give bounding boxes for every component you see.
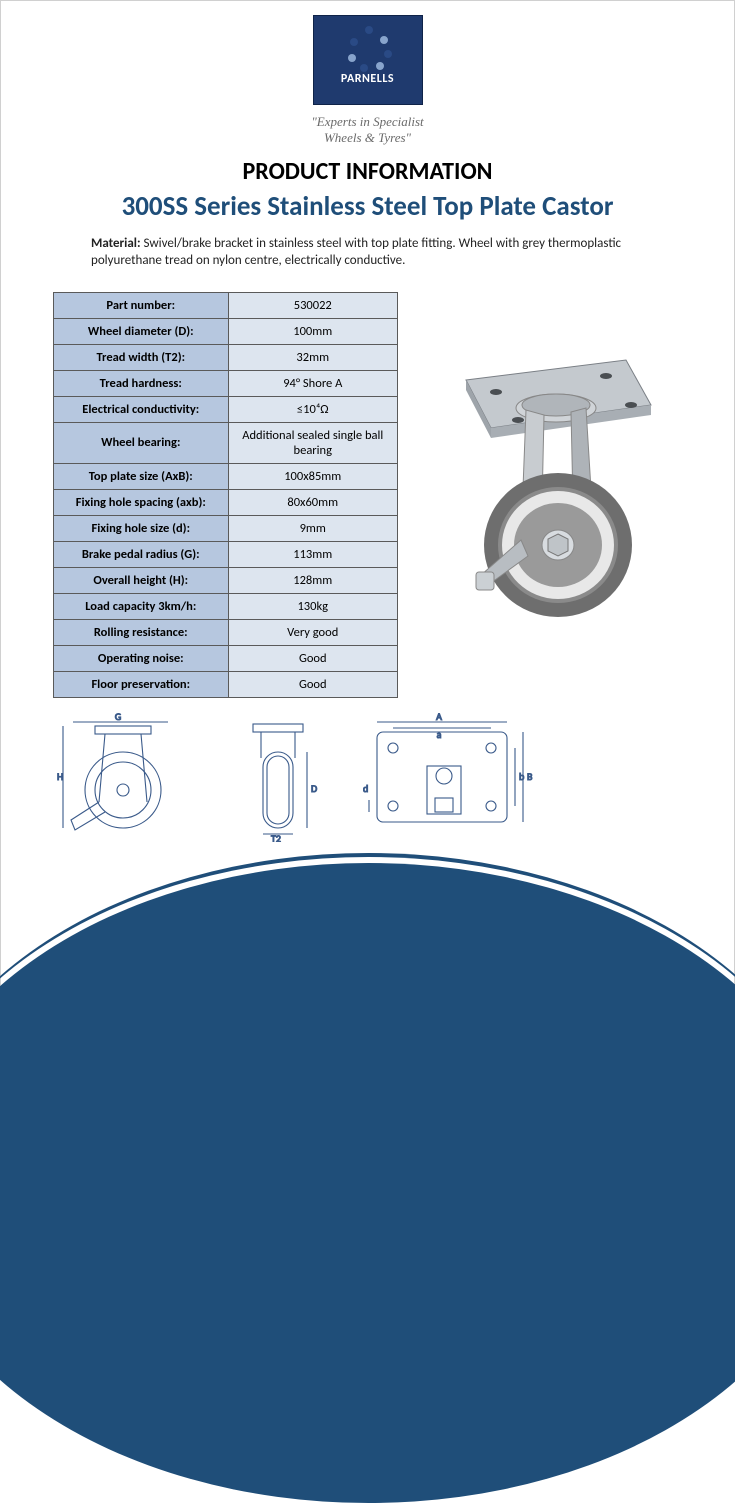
svg-text:G: G [115, 712, 121, 723]
svg-text:A: A [436, 712, 442, 723]
product-photo [398, 292, 694, 698]
table-row: Operating noise:Good [54, 645, 398, 671]
footer-arc [0, 863, 735, 1503]
spec-key: Fixing hole size (d): [54, 515, 229, 541]
diagram-front: D T2 [233, 712, 323, 842]
spec-value: 530022 [228, 292, 397, 318]
table-row: Wheel diameter (D):100mm [54, 318, 398, 344]
table-row: Fixing hole size (d):9mm [54, 515, 398, 541]
material-description: Material: Swivel/brake bracket in stainl… [91, 235, 644, 270]
table-row: Fixing hole spacing (axb):80x60mm [54, 489, 398, 515]
spec-value: ≤10⁴Ω [228, 396, 397, 422]
spec-key: Top plate size (AxB): [54, 463, 229, 489]
section-title: PRODUCT INFORMATION [1, 157, 734, 186]
svg-text:D: D [311, 782, 317, 795]
spec-key: Overall height (H): [54, 567, 229, 593]
table-row: Wheel bearing:Additional sealed single b… [54, 422, 398, 463]
spec-key: Operating noise: [54, 645, 229, 671]
spec-key: Fixing hole spacing (axb): [54, 489, 229, 515]
spec-value: Good [228, 671, 397, 697]
spec-key: Rolling resistance: [54, 619, 229, 645]
product-title: 300SS Series Stainless Steel Top Plate C… [1, 190, 734, 223]
spec-value: 9mm [228, 515, 397, 541]
table-row: Tread width (T2):32mm [54, 344, 398, 370]
table-row: Electrical conductivity:≤10⁴Ω [54, 396, 398, 422]
diagram-top: A a b B d [363, 712, 533, 842]
technical-diagrams: G H D T2 A a b B d [1, 712, 734, 842]
spec-key: Brake pedal radius (G): [54, 541, 229, 567]
svg-text:T2: T2 [271, 832, 281, 842]
spec-key: Wheel diameter (D): [54, 318, 229, 344]
table-row: Rolling resistance:Very good [54, 619, 398, 645]
spec-value: Very good [228, 619, 397, 645]
spec-key: Tread width (T2): [54, 344, 229, 370]
brand-tagline: "Experts in Specialist Wheels & Tyres" [1, 114, 734, 147]
material-text: Swivel/brake bracket in stainless steel … [91, 236, 621, 269]
table-row: Tread hardness:94° Shore A [54, 370, 398, 396]
spec-key: Wheel bearing: [54, 422, 229, 463]
svg-text:a: a [437, 728, 442, 741]
spec-value: 128mm [228, 567, 397, 593]
diagram-side: G H [53, 712, 193, 842]
table-row: Top plate size (AxB):100x85mm [54, 463, 398, 489]
brand-header: PARNELLS "Experts in Specialist Wheels &… [1, 1, 734, 147]
table-row: Overall height (H):128mm [54, 567, 398, 593]
table-row: Floor preservation:Good [54, 671, 398, 697]
table-row: Part number:530022 [54, 292, 398, 318]
spec-value: Additional sealed single ball bearing [228, 422, 397, 463]
spec-key: Load capacity 3km/h: [54, 593, 229, 619]
table-row: Load capacity 3km/h:130kg [54, 593, 398, 619]
table-row: Brake pedal radius (G):113mm [54, 541, 398, 567]
spec-value: 100mm [228, 318, 397, 344]
svg-text:B: B [527, 770, 533, 783]
brand-logo: PARNELLS [313, 15, 423, 105]
spec-value: Good [228, 645, 397, 671]
spec-key: Electrical conductivity: [54, 396, 229, 422]
spec-value: 32mm [228, 344, 397, 370]
material-label: Material: [91, 236, 141, 251]
spec-table: Part number:530022Wheel diameter (D):100… [53, 292, 398, 698]
spec-value: 130kg [228, 593, 397, 619]
spec-value: 113mm [228, 541, 397, 567]
spec-key: Part number: [54, 292, 229, 318]
spec-key: Floor preservation: [54, 671, 229, 697]
spec-value: 94° Shore A [228, 370, 397, 396]
svg-text:d: d [363, 782, 368, 795]
brand-name: PARNELLS [314, 72, 422, 86]
spec-key: Tread hardness: [54, 370, 229, 396]
spec-value: 100x85mm [228, 463, 397, 489]
spec-value: 80x60mm [228, 489, 397, 515]
svg-text:H: H [57, 770, 63, 783]
